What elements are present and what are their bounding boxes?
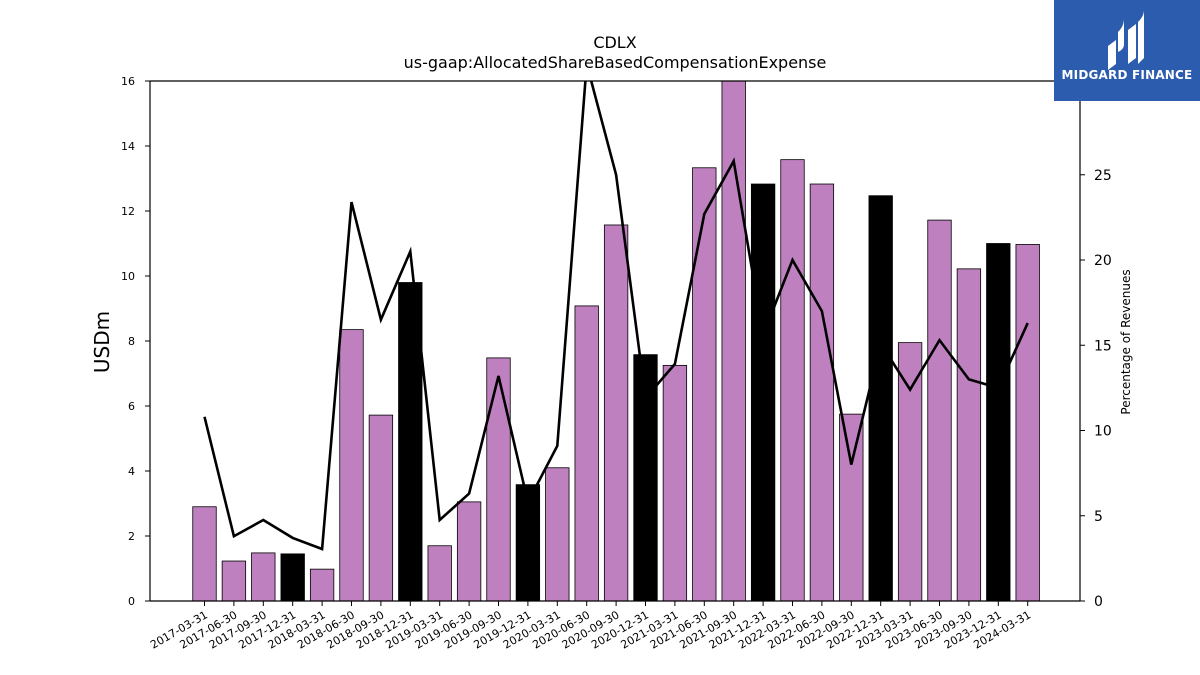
logo-mark-icon (1108, 10, 1144, 70)
bar-2021-06-30 (692, 167, 717, 601)
y-tick-label: 14 (121, 140, 135, 153)
bar-2020-09-30 (603, 224, 629, 601)
y-tick-label: 8 (128, 335, 135, 348)
y-axis-label: USDm (90, 311, 114, 373)
bar-2022-09-30 (839, 413, 864, 601)
bar-2017-06-30 (221, 560, 247, 601)
bar-2018-03-31 (309, 568, 335, 601)
bar-2021-12-31 (750, 183, 776, 601)
percentage-line (203, 81, 1029, 551)
bar-2017-03-31 (192, 506, 217, 601)
bar-2022-06-30 (809, 183, 835, 601)
bar-2022-12-31 (868, 195, 893, 601)
bar-2017-12-31 (280, 553, 305, 601)
bar-2019-06-30 (456, 501, 482, 601)
bar-2020-06-30 (574, 305, 599, 601)
midgard-finance-logo: MIDGARD FINANCE (1054, 0, 1200, 101)
chart-subtitle: us-gaap:AllocatedShareBasedCompensationE… (404, 53, 827, 72)
bar-2018-12-31 (398, 282, 423, 601)
logo-text: MIDGARD FINANCE (1061, 68, 1193, 82)
y-tick-label: 4 (128, 465, 135, 478)
y-tick-label: 2 (128, 530, 135, 543)
y-tick-label: 12 (121, 205, 135, 218)
plot-area: 024681012141605101520252017-03-312017-06… (121, 75, 1112, 652)
y-right-tick-label: 5 (1094, 509, 1103, 525)
bar-2017-09-30 (251, 552, 276, 601)
bar-2018-06-30 (339, 329, 364, 601)
bar-2023-03-31 (897, 342, 923, 601)
chart-title: CDLX (593, 33, 636, 52)
bar-2023-12-31 (986, 243, 1011, 601)
y-tick-label: 0 (128, 595, 135, 608)
bar-2023-06-30 (927, 219, 952, 601)
bar-2018-09-30 (368, 414, 394, 601)
y-right-tick-label: 20 (1094, 253, 1112, 269)
y-axis-right-label: Percentage of Revenues (1119, 269, 1133, 414)
bar-2022-03-31 (780, 159, 805, 601)
y-right-tick-label: 10 (1094, 424, 1112, 440)
bar-2020-03-31 (545, 467, 570, 601)
bar-2024-03-31 (1015, 244, 1040, 601)
bar-2019-09-30 (486, 357, 511, 601)
y-right-tick-label: 0 (1094, 594, 1103, 610)
bar-2021-09-30 (721, 81, 746, 601)
bar-2019-03-31 (427, 545, 452, 601)
y-tick-label: 16 (121, 75, 135, 88)
y-right-tick-label: 15 (1094, 338, 1112, 354)
bar-2023-09-30 (956, 268, 982, 601)
y-tick-label: 10 (121, 270, 135, 283)
bar-2021-03-31 (662, 364, 688, 601)
y-right-tick-label: 25 (1094, 168, 1112, 184)
bar-2020-12-31 (633, 354, 658, 601)
y-tick-label: 6 (128, 400, 135, 413)
